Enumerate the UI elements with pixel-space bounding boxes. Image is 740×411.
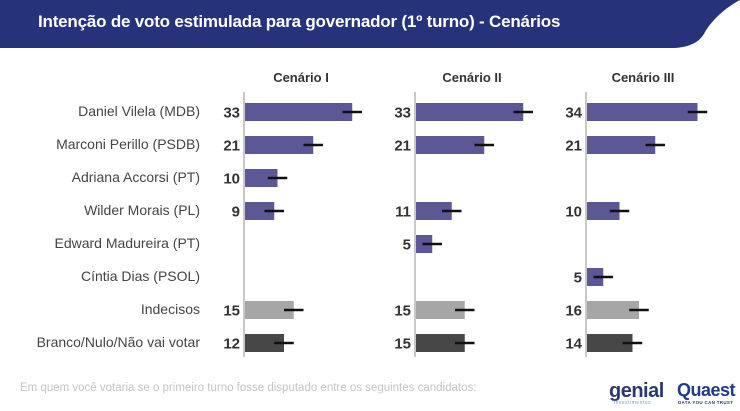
data-label: 12	[223, 336, 240, 353]
category-label: Daniel Vilela (MDB)	[78, 103, 200, 119]
data-label: 33	[394, 105, 411, 122]
data-label: 15	[223, 303, 240, 320]
bar	[245, 301, 294, 319]
bar	[587, 301, 639, 319]
data-label: 5	[403, 237, 411, 254]
data-label: 11	[395, 204, 411, 221]
data-label: 21	[565, 138, 582, 155]
bar	[416, 334, 465, 352]
bar	[245, 136, 314, 154]
page-title: Intenção de voto estimulada para governa…	[38, 12, 561, 31]
data-label: 10	[223, 171, 240, 188]
data-label: 21	[223, 138, 240, 155]
data-label: 10	[565, 204, 582, 221]
bar	[587, 103, 698, 121]
data-label: 21	[394, 138, 411, 155]
category-label: Wilder Morais (PL)	[84, 202, 200, 218]
quaest-logo-subtitle: DATA YOU CAN TRUST	[678, 400, 734, 405]
data-label: 34	[565, 105, 582, 122]
header-banner: Intenção de voto estimulada para governa…	[0, 0, 740, 48]
bar	[587, 334, 633, 352]
data-label: 14	[565, 336, 582, 353]
category-label: Edward Madureira (PT)	[54, 235, 201, 251]
bar	[245, 334, 284, 352]
scenario-title: Cenário I	[273, 70, 329, 85]
bar	[416, 103, 524, 121]
category-label: Branco/Nulo/Não vai votar	[36, 334, 200, 350]
bar	[416, 301, 465, 319]
data-label: 9	[232, 204, 240, 221]
data-label: 15	[394, 303, 411, 320]
genial-logo-subtitle: investimentos	[614, 400, 652, 406]
category-label: Adriana Accorsi (PT)	[71, 169, 200, 185]
bar	[587, 136, 656, 154]
genial-logo: genial	[609, 380, 664, 402]
bar	[587, 202, 620, 220]
bar	[416, 136, 485, 154]
bar	[245, 103, 353, 121]
data-label: 5	[574, 270, 582, 287]
scenario-title: Cenário II	[442, 70, 502, 85]
data-label: 33	[223, 105, 240, 122]
category-label: Marconi Perillo (PSDB)	[56, 136, 200, 152]
data-label: 16	[565, 303, 582, 320]
category-label: Indecisos	[140, 301, 200, 317]
data-label: 15	[394, 336, 411, 353]
category-label: Cíntia Dias (PSOL)	[80, 268, 200, 284]
quaest-logo: Quaest	[677, 380, 736, 400]
bar	[245, 202, 275, 220]
header-background	[0, 0, 740, 48]
bar	[245, 169, 278, 187]
scenario-title: Cenário III	[611, 70, 675, 85]
survey-question: Em quem você votaria se o primeiro turno…	[20, 382, 477, 394]
bar	[416, 202, 452, 220]
